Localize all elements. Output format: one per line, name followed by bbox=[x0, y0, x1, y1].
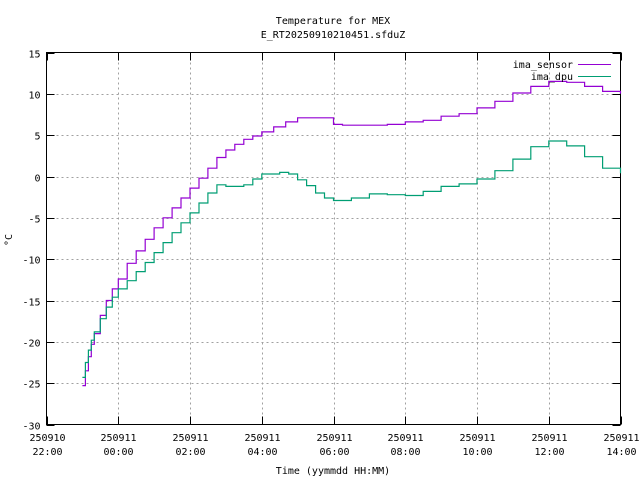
chart-subtitle: E_RT20250910210451.sfduZ bbox=[261, 30, 406, 41]
x-tick-label-date: 250911 bbox=[531, 433, 567, 444]
chart-title: Temperature for MEX bbox=[276, 16, 390, 27]
x-tick-label-date: 250911 bbox=[316, 433, 352, 444]
legend-label-ima-sensor: ima_sensor bbox=[513, 60, 573, 71]
legend: ima_sensor ima_dpu bbox=[513, 60, 611, 83]
y-tick-label: -20 bbox=[22, 339, 40, 350]
x-tick-label-time: 04:00 bbox=[247, 447, 277, 458]
x-tick-label-date: 250911 bbox=[387, 433, 423, 444]
x-tick-label-time: 12:00 bbox=[534, 447, 564, 458]
y-tick-label: -25 bbox=[22, 380, 40, 391]
x-tick-labels: 250910 22:00 250911 00:00 250911 02:00 250911 0… bbox=[29, 433, 639, 458]
x-tick-label-time: 06:00 bbox=[319, 447, 349, 458]
x-tick-label-date: 250911 bbox=[244, 433, 280, 444]
y-tick-label: -5 bbox=[28, 215, 40, 226]
y-tick-label: -15 bbox=[22, 298, 40, 309]
y-axis-label: °C bbox=[4, 234, 15, 246]
x-tick-label-time: 22:00 bbox=[32, 447, 62, 458]
x-tick-label-date: 250911 bbox=[459, 433, 495, 444]
y-tick-label: -30 bbox=[22, 422, 40, 433]
x-axis-label: Time (yymmdd HH:MM) bbox=[276, 466, 390, 477]
y-tick-label: 10 bbox=[28, 91, 40, 102]
x-tick-label-date: 250911 bbox=[603, 433, 639, 444]
x-tick-label-time: 10:00 bbox=[462, 447, 492, 458]
y-tick-label: 15 bbox=[28, 50, 40, 61]
x-tick-label-time: 02:00 bbox=[175, 447, 205, 458]
series bbox=[82, 80, 622, 387]
grid bbox=[46, 52, 621, 425]
legend-label-ima-dpu: ima_dpu bbox=[531, 72, 573, 83]
tick-marks bbox=[46, 52, 622, 426]
x-tick-label-date: 250911 bbox=[100, 433, 136, 444]
plot-area bbox=[46, 52, 621, 425]
series-line-ima-dpu bbox=[82, 140, 622, 378]
y-tick-label: -10 bbox=[22, 256, 40, 267]
x-tick-label-date: 250911 bbox=[172, 433, 208, 444]
y-tick-labels: -30 -25 -20 -15 -10 -5 0 5 10 15 bbox=[22, 50, 40, 433]
x-tick-label-time: 08:00 bbox=[390, 447, 420, 458]
x-tick-label-date: 250910 bbox=[29, 433, 65, 444]
y-tick-label: 0 bbox=[34, 174, 40, 185]
plot-frame bbox=[46, 52, 621, 425]
x-tick-label-time: 00:00 bbox=[103, 447, 133, 458]
x-tick-label-time: 14:00 bbox=[606, 447, 636, 458]
series-line-ima-sensor bbox=[82, 80, 622, 387]
y-tick-label: 5 bbox=[34, 132, 40, 143]
